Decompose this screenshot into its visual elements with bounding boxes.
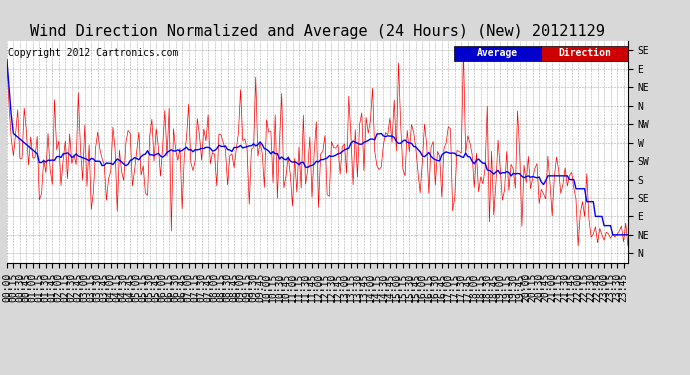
Text: Copyright 2012 Cartronics.com: Copyright 2012 Cartronics.com [8,48,179,58]
Text: Average: Average [477,48,518,58]
FancyBboxPatch shape [454,46,541,61]
Title: Wind Direction Normalized and Average (24 Hours) (New) 20121129: Wind Direction Normalized and Average (2… [30,24,605,39]
FancyBboxPatch shape [541,46,628,61]
Text: Direction: Direction [558,48,611,58]
